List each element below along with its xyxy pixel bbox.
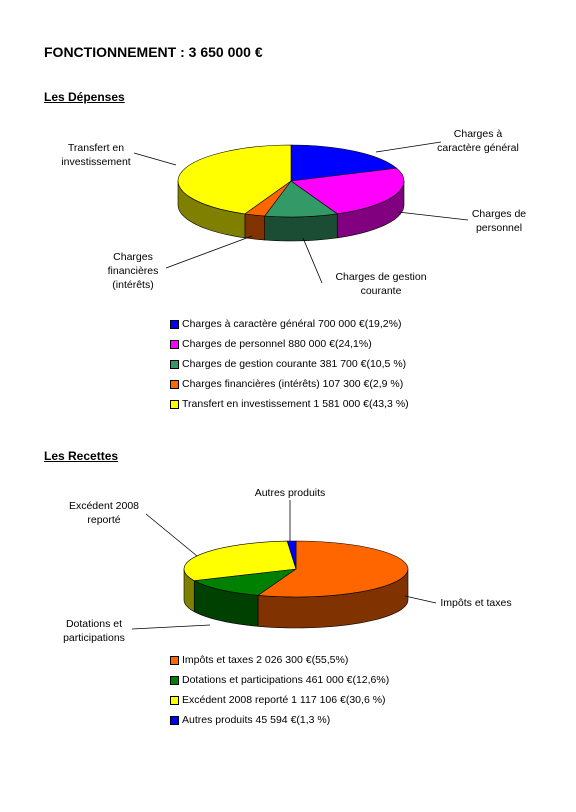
pie-slice xyxy=(193,568,297,596)
legend-item: Excédent 2008 reporté 1 117 106 €(30,6 %… xyxy=(170,690,389,710)
legend-item: Charges à caractère général 700 000 €(19… xyxy=(170,314,409,334)
label-transfert: Transfert en investissement xyxy=(61,142,131,168)
leader-line xyxy=(375,141,442,153)
label-impots: Impôts et taxes xyxy=(440,597,512,609)
legend-swatch xyxy=(170,379,179,389)
pie-slice-side xyxy=(264,213,338,242)
label-dotations: Dotations et participations xyxy=(63,618,125,644)
leader-line xyxy=(165,235,253,269)
legend-swatch xyxy=(170,655,179,665)
leader-line xyxy=(302,237,323,284)
pie-slice xyxy=(286,540,297,570)
legend-swatch xyxy=(170,339,179,349)
depenses-legend: Charges à caractère général 700 000 €(19… xyxy=(170,314,409,414)
label-excedent: Excédent 2008 reporté xyxy=(68,500,140,526)
legend-swatch xyxy=(170,715,179,725)
depenses-pie xyxy=(177,144,405,242)
pie-slice-side xyxy=(244,213,265,241)
leader-lines xyxy=(131,141,469,630)
legend-swatch xyxy=(170,695,179,705)
label-personnel: Charges de personnel xyxy=(471,208,527,234)
legend-swatch xyxy=(170,319,179,329)
leader-line xyxy=(133,152,177,166)
leader-line xyxy=(145,513,198,557)
legend-item: Impôts et taxes 2 026 300 €(55,5%) xyxy=(170,650,389,670)
pie-slice xyxy=(177,144,292,215)
label-charges-financieres: Charges financières (intérêts) xyxy=(107,251,159,291)
legend-item: Autres produits 45 594 €(1,3 %) xyxy=(170,710,389,730)
recettes-legend: Impôts et taxes 2 026 300 €(55,5%) Dotat… xyxy=(170,650,389,730)
legend-swatch xyxy=(170,675,179,685)
leader-line xyxy=(397,211,469,221)
recettes-heading: Les Recettes xyxy=(44,449,119,463)
pie-slice xyxy=(257,540,409,598)
legend-swatch xyxy=(170,359,179,369)
label-gestion-courante: Charges de gestion courante xyxy=(335,271,427,297)
label-autres-produits: Autres produits xyxy=(254,487,326,499)
pie-slice xyxy=(290,144,398,182)
recettes-pie xyxy=(183,540,409,629)
legend-swatch xyxy=(170,399,179,409)
legend-item: Transfert en investissement 1 581 000 €(… xyxy=(170,394,409,414)
legend-item: Dotations et participations 461 000 €(12… xyxy=(170,670,389,690)
pie-slice xyxy=(264,180,339,218)
leader-line xyxy=(131,624,211,630)
depenses-heading: Les Dépenses xyxy=(44,90,125,104)
legend-item: Charges financières (intérêts) 107 300 €… xyxy=(170,374,409,394)
pie-slice xyxy=(290,167,405,215)
leader-line xyxy=(404,595,437,604)
legend-item: Charges de personnel 880 000 €(24,1%) xyxy=(170,334,409,354)
pie-slice xyxy=(183,540,297,581)
page-title: FONCTIONNEMENT : 3 650 000 € xyxy=(44,44,263,60)
legend-item: Charges de gestion courante 381 700 €(10… xyxy=(170,354,409,374)
label-charges-general: Charges à caractère général xyxy=(437,128,519,154)
